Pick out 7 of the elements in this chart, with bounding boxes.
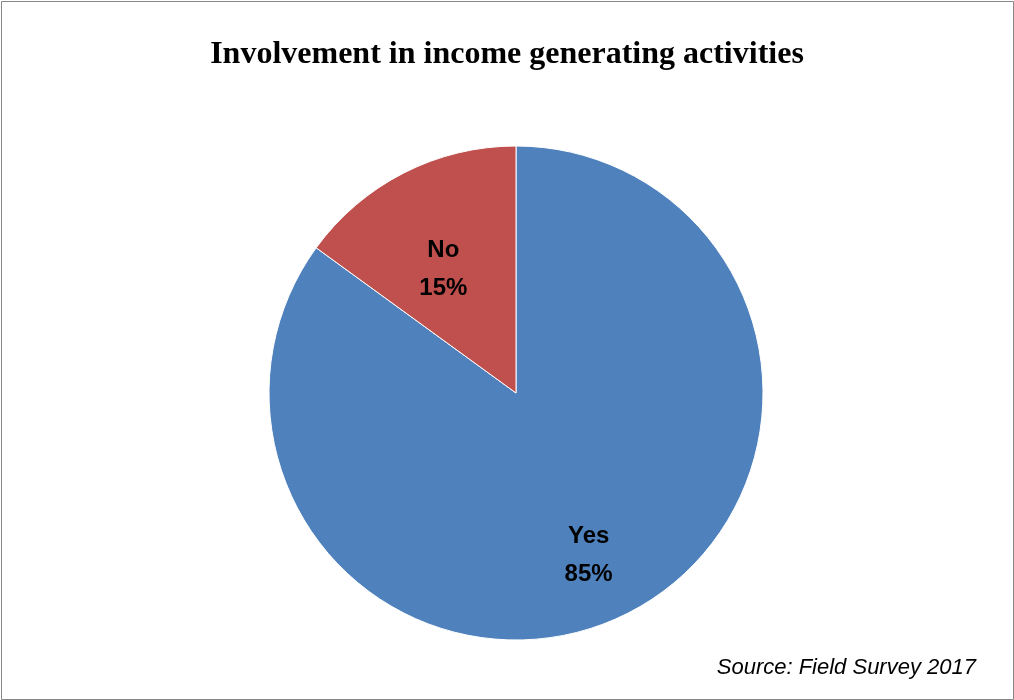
source-note: Source: Field Survey 2017	[716, 654, 977, 679]
pie-slice	[268, 145, 764, 641]
slice-label: Yes	[567, 520, 610, 548]
slice-label: No	[427, 235, 460, 263]
chart-title: Involvement in income generating activities	[210, 34, 804, 70]
data-label: 85%	[564, 558, 613, 586]
data-label: 15%	[419, 273, 468, 301]
